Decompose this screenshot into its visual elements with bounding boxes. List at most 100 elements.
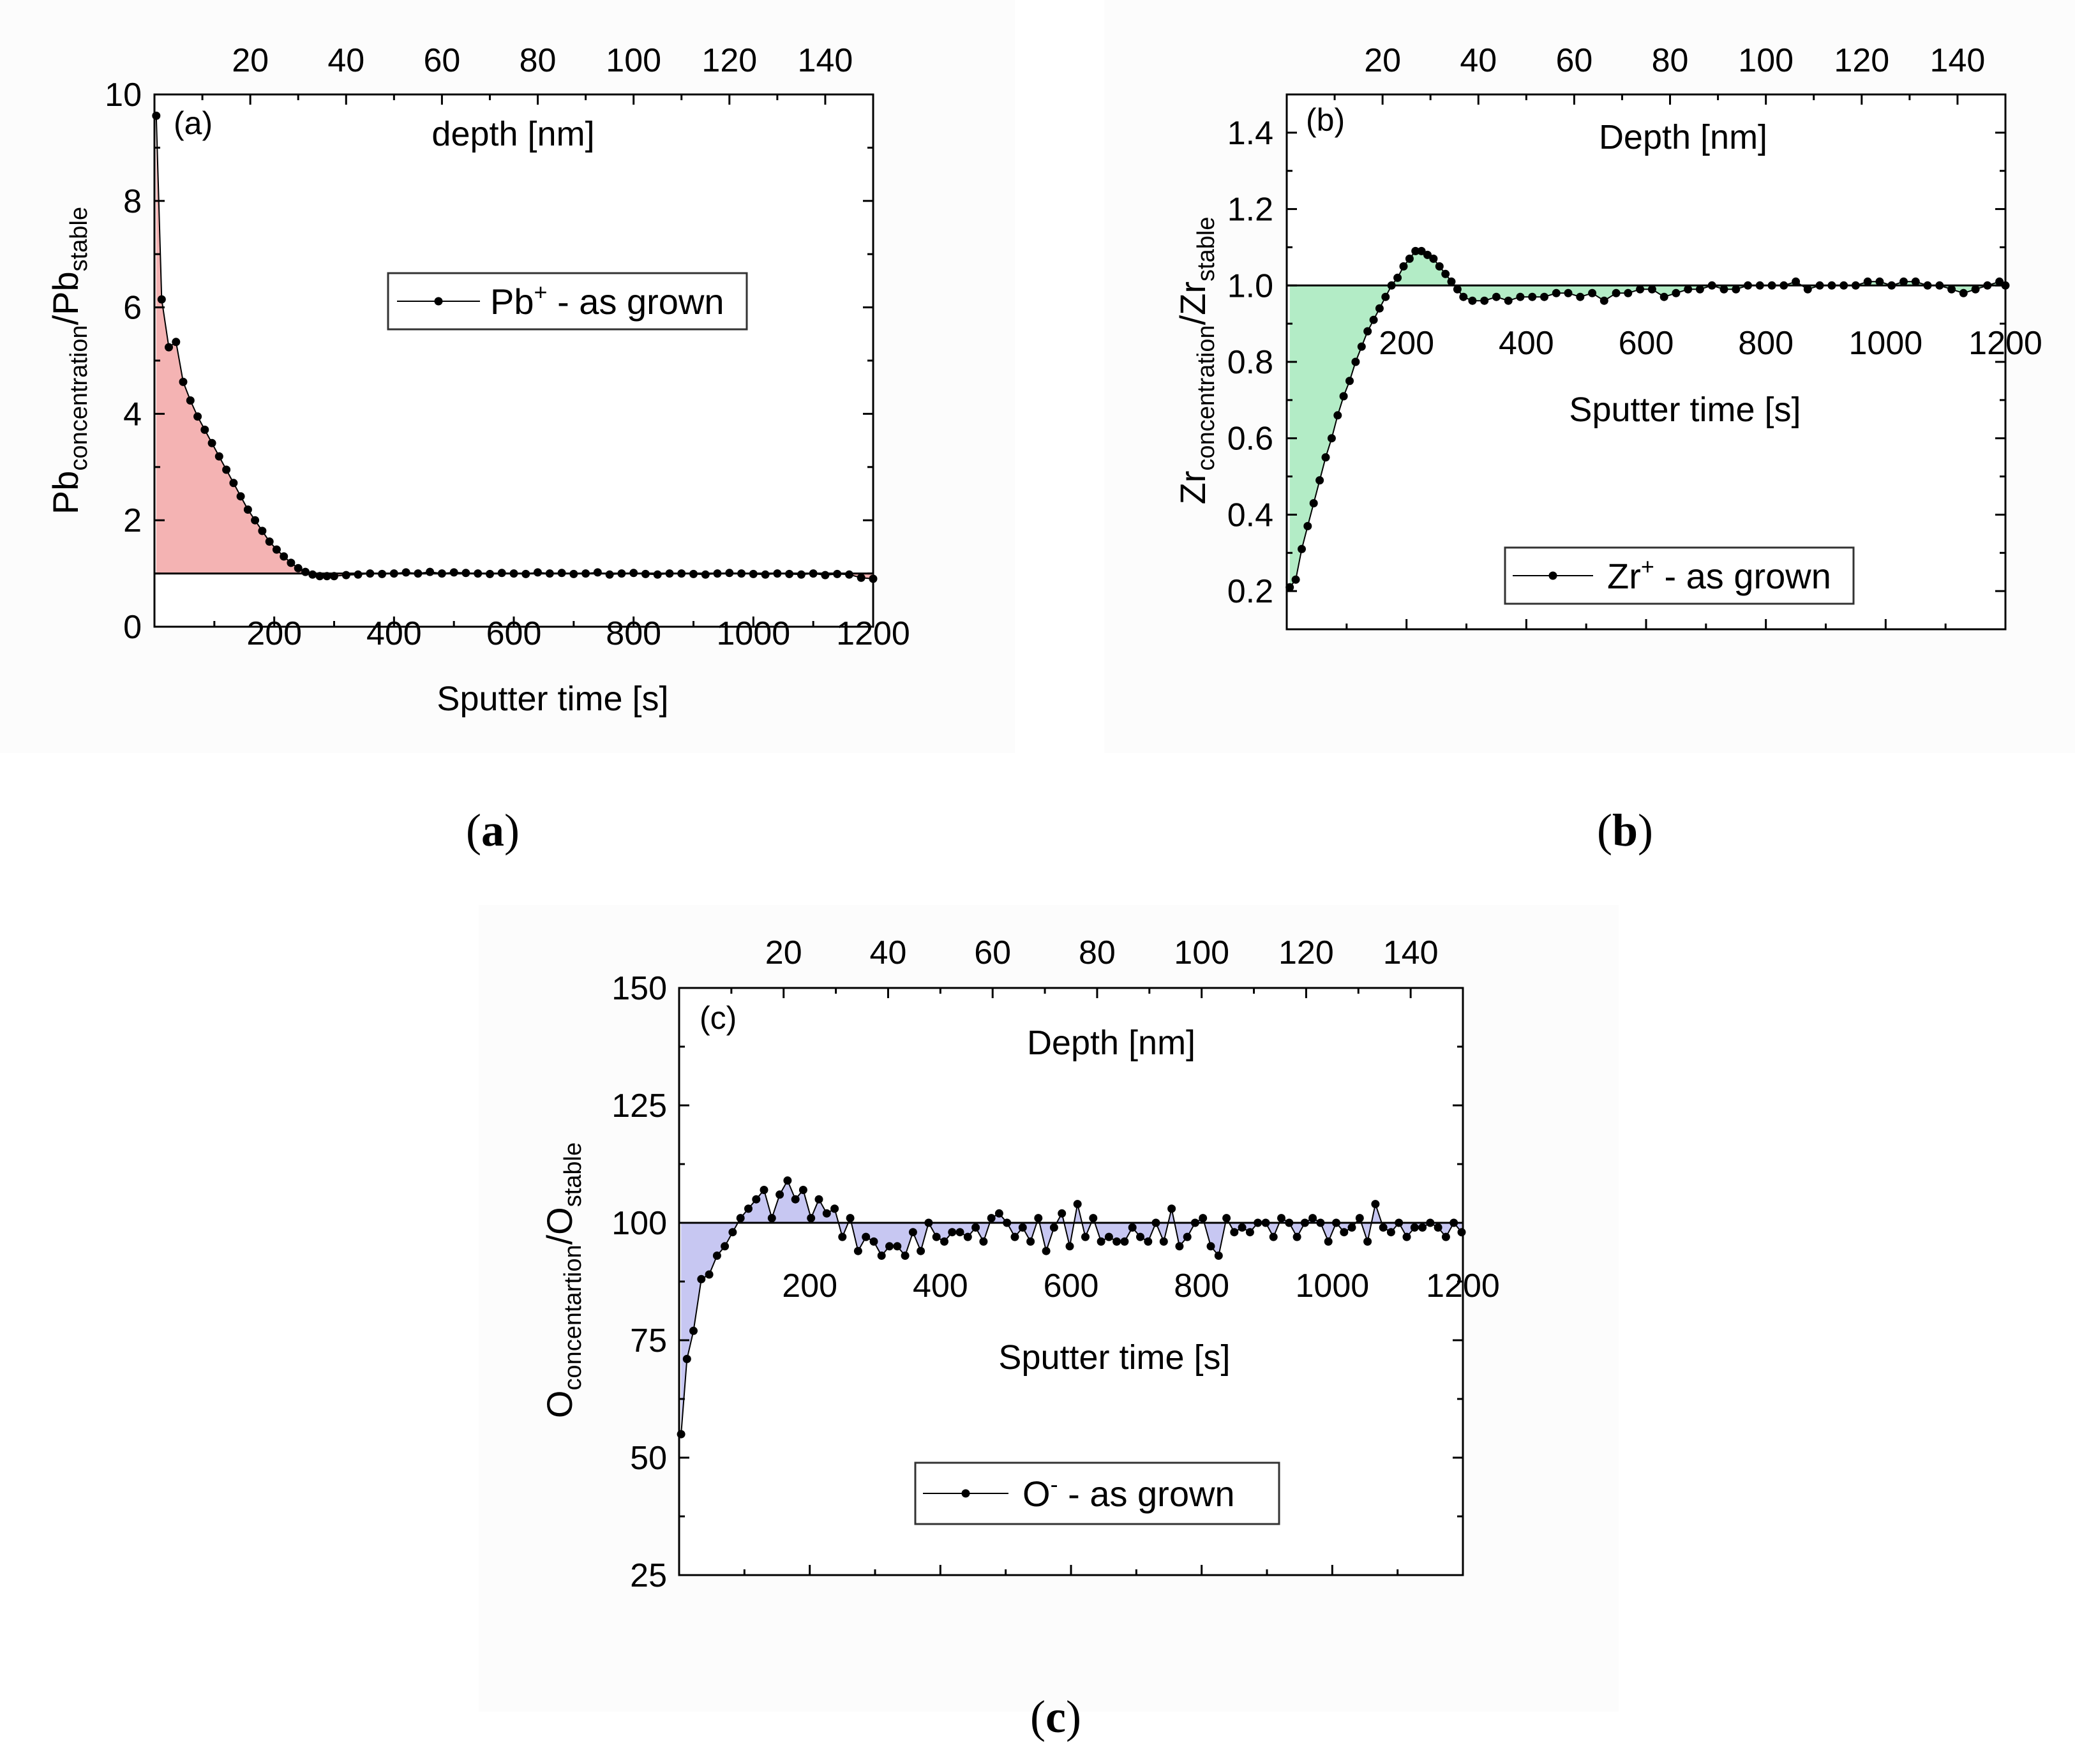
caption-b-close: ): [1638, 805, 1653, 856]
data-point-c: [1261, 1218, 1270, 1227]
data-point-c: [682, 1354, 691, 1363]
data-point-c: [948, 1228, 957, 1237]
y-tick-label-c: 100: [611, 1205, 667, 1242]
y-tick-label-c: 25: [630, 1557, 667, 1594]
data-point-a: [378, 569, 387, 578]
legend-label-b: Zr+ - as grown: [1607, 553, 1831, 596]
data-point-b: [1815, 281, 1824, 290]
x-tick-label-c: 1000: [1295, 1267, 1369, 1304]
data-point-a: [229, 479, 238, 488]
data-point-a: [294, 564, 303, 572]
data-point-a: [354, 570, 363, 579]
data-point-c: [1058, 1209, 1067, 1218]
data-point-a: [569, 569, 578, 578]
data-point-b: [1576, 292, 1585, 301]
data-point-c: [1128, 1223, 1137, 1232]
x-tick-label-a: 400: [366, 615, 422, 652]
y-tick-label-a: 2: [123, 502, 142, 539]
x-tick-label-c: 1200: [1426, 1267, 1500, 1304]
data-point-a: [152, 111, 161, 120]
data-point-a: [725, 569, 734, 578]
data-point-c: [814, 1195, 823, 1204]
y-axis-title-main: O: [539, 1391, 580, 1419]
data-point-a: [272, 545, 281, 554]
x-tick-label-a: 800: [606, 615, 661, 652]
data-point-c: [893, 1242, 902, 1251]
data-point-b: [1298, 544, 1306, 553]
y-tick-label-b: 0.8: [1227, 344, 1273, 381]
top-axis-title-c: Depth [nm]: [1027, 1024, 1195, 1062]
y-tick-label-c: 50: [630, 1440, 667, 1477]
y-tick-label-b: 1.0: [1227, 267, 1273, 304]
data-point-b: [1303, 521, 1312, 530]
data-point-b: [1351, 357, 1360, 366]
data-point-b: [1767, 281, 1776, 290]
data-point-a: [236, 492, 245, 501]
top-tick-label-b: 80: [1652, 42, 1689, 79]
caption-b-letter: b: [1612, 805, 1638, 856]
top-tick-label-c: 40: [870, 934, 907, 971]
data-point-a: [761, 570, 770, 579]
data-point-c: [807, 1214, 816, 1223]
data-point-a: [172, 338, 181, 347]
data-point-c: [963, 1232, 972, 1241]
y-axis-title-sub: concentration: [66, 325, 93, 470]
top-tick-label-c: 60: [974, 934, 1011, 971]
data-point-b: [1899, 277, 1908, 286]
data-point-b: [1983, 281, 1992, 290]
data-point-b: [1636, 285, 1645, 294]
data-point-c: [1292, 1232, 1301, 1241]
data-point-c: [932, 1232, 941, 1241]
data-point-a: [785, 569, 794, 578]
legend-marker-c: [961, 1489, 970, 1498]
data-point-a: [207, 438, 216, 447]
data-point-c: [721, 1242, 730, 1251]
data-point-b: [1417, 246, 1426, 255]
shaded-area-a: [156, 116, 873, 579]
data-point-a: [773, 569, 782, 578]
legend-label-rest: - as grown: [548, 281, 724, 322]
caption-a: (a): [466, 805, 520, 856]
data-point-b: [1399, 262, 1408, 271]
data-point-b: [1792, 277, 1801, 286]
data-point-c: [838, 1232, 847, 1241]
data-point-b: [1435, 262, 1444, 271]
x-tick-label-b: 400: [1499, 325, 1554, 362]
data-point-c: [677, 1430, 685, 1439]
data-point-c: [1457, 1228, 1466, 1237]
data-point-c: [1222, 1214, 1231, 1223]
x-tick-label-c: 200: [782, 1267, 837, 1304]
top-tick-label-c: 100: [1174, 934, 1229, 971]
data-point-c: [1308, 1214, 1317, 1223]
x-tick-label-a: 600: [486, 615, 542, 652]
data-point-c: [830, 1204, 839, 1213]
data-point-b: [1339, 392, 1348, 401]
data-point-a: [677, 569, 686, 578]
legend-marker-a: [434, 297, 443, 306]
y-tick-label-b: 0.2: [1227, 573, 1273, 610]
data-point-a: [280, 552, 288, 561]
data-point-b: [1315, 476, 1324, 485]
caption-c-open: (: [1030, 1691, 1045, 1742]
data-point-c: [1167, 1204, 1176, 1213]
data-point-c: [1426, 1218, 1435, 1227]
data-point-b: [1599, 296, 1608, 305]
caption-c-close: ): [1066, 1691, 1081, 1742]
data-point-c: [1018, 1223, 1027, 1232]
data-point-b: [1672, 288, 1681, 297]
x-tick-label-b: 1000: [1848, 325, 1922, 362]
data-point-a: [243, 505, 252, 514]
data-point-a: [665, 569, 674, 578]
x-tick-label-b: 600: [1619, 325, 1674, 362]
data-point-a: [713, 569, 722, 578]
y-axis-title-sub: stable: [66, 207, 93, 271]
y-tick-label-b: 1.4: [1227, 115, 1273, 152]
data-point-b: [1381, 292, 1390, 301]
caption-b: (b): [1597, 805, 1653, 856]
data-point-c: [736, 1214, 745, 1223]
data-point-b: [1459, 292, 1468, 301]
data-point-b: [1923, 281, 1932, 290]
data-point-b: [1612, 288, 1621, 297]
x-tick-label-c: 600: [1044, 1267, 1099, 1304]
data-point-b: [1411, 246, 1420, 255]
